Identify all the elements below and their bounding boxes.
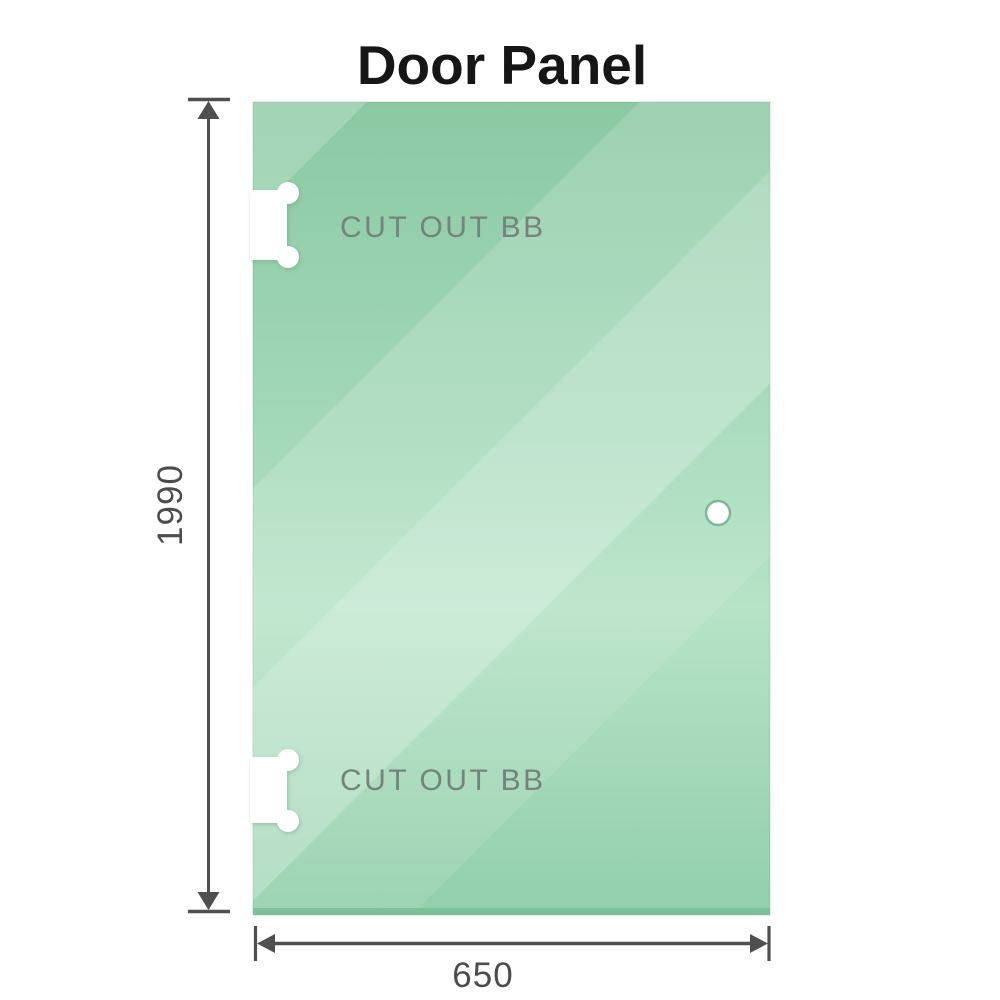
top-hinge-cutout bbox=[250, 182, 299, 268]
top-cutout-slot bbox=[250, 190, 287, 260]
arrowhead-left-icon bbox=[257, 934, 275, 953]
bottom-hinge-cutout bbox=[250, 749, 299, 832]
top-cutout-upper-lobe bbox=[277, 182, 299, 204]
top-cutout-lower-lobe bbox=[277, 246, 299, 268]
diagram-title: Door Panel bbox=[357, 34, 647, 96]
arrowhead-up-icon bbox=[197, 101, 220, 119]
height-dimension bbox=[188, 97, 230, 914]
bottom-cutout-lower-lobe bbox=[277, 810, 299, 832]
height-dimension-label: 1990 bbox=[151, 464, 190, 546]
bottom-cutout-label: CUT OUT BB bbox=[340, 764, 546, 797]
arrowhead-right-icon bbox=[750, 934, 768, 953]
handle-hole bbox=[704, 499, 732, 527]
glass-bottom-edge bbox=[253, 908, 770, 915]
glass-panel bbox=[252, 101, 771, 916]
bottom-cutout-upper-lobe bbox=[277, 749, 299, 771]
width-dimension bbox=[253, 926, 771, 961]
top-cutout-label: CUT OUT BB bbox=[340, 211, 546, 244]
width-dimension-label: 650 bbox=[452, 956, 513, 995]
arrowhead-down-icon bbox=[197, 892, 220, 910]
glass-reflection-streaks bbox=[253, 102, 770, 915]
